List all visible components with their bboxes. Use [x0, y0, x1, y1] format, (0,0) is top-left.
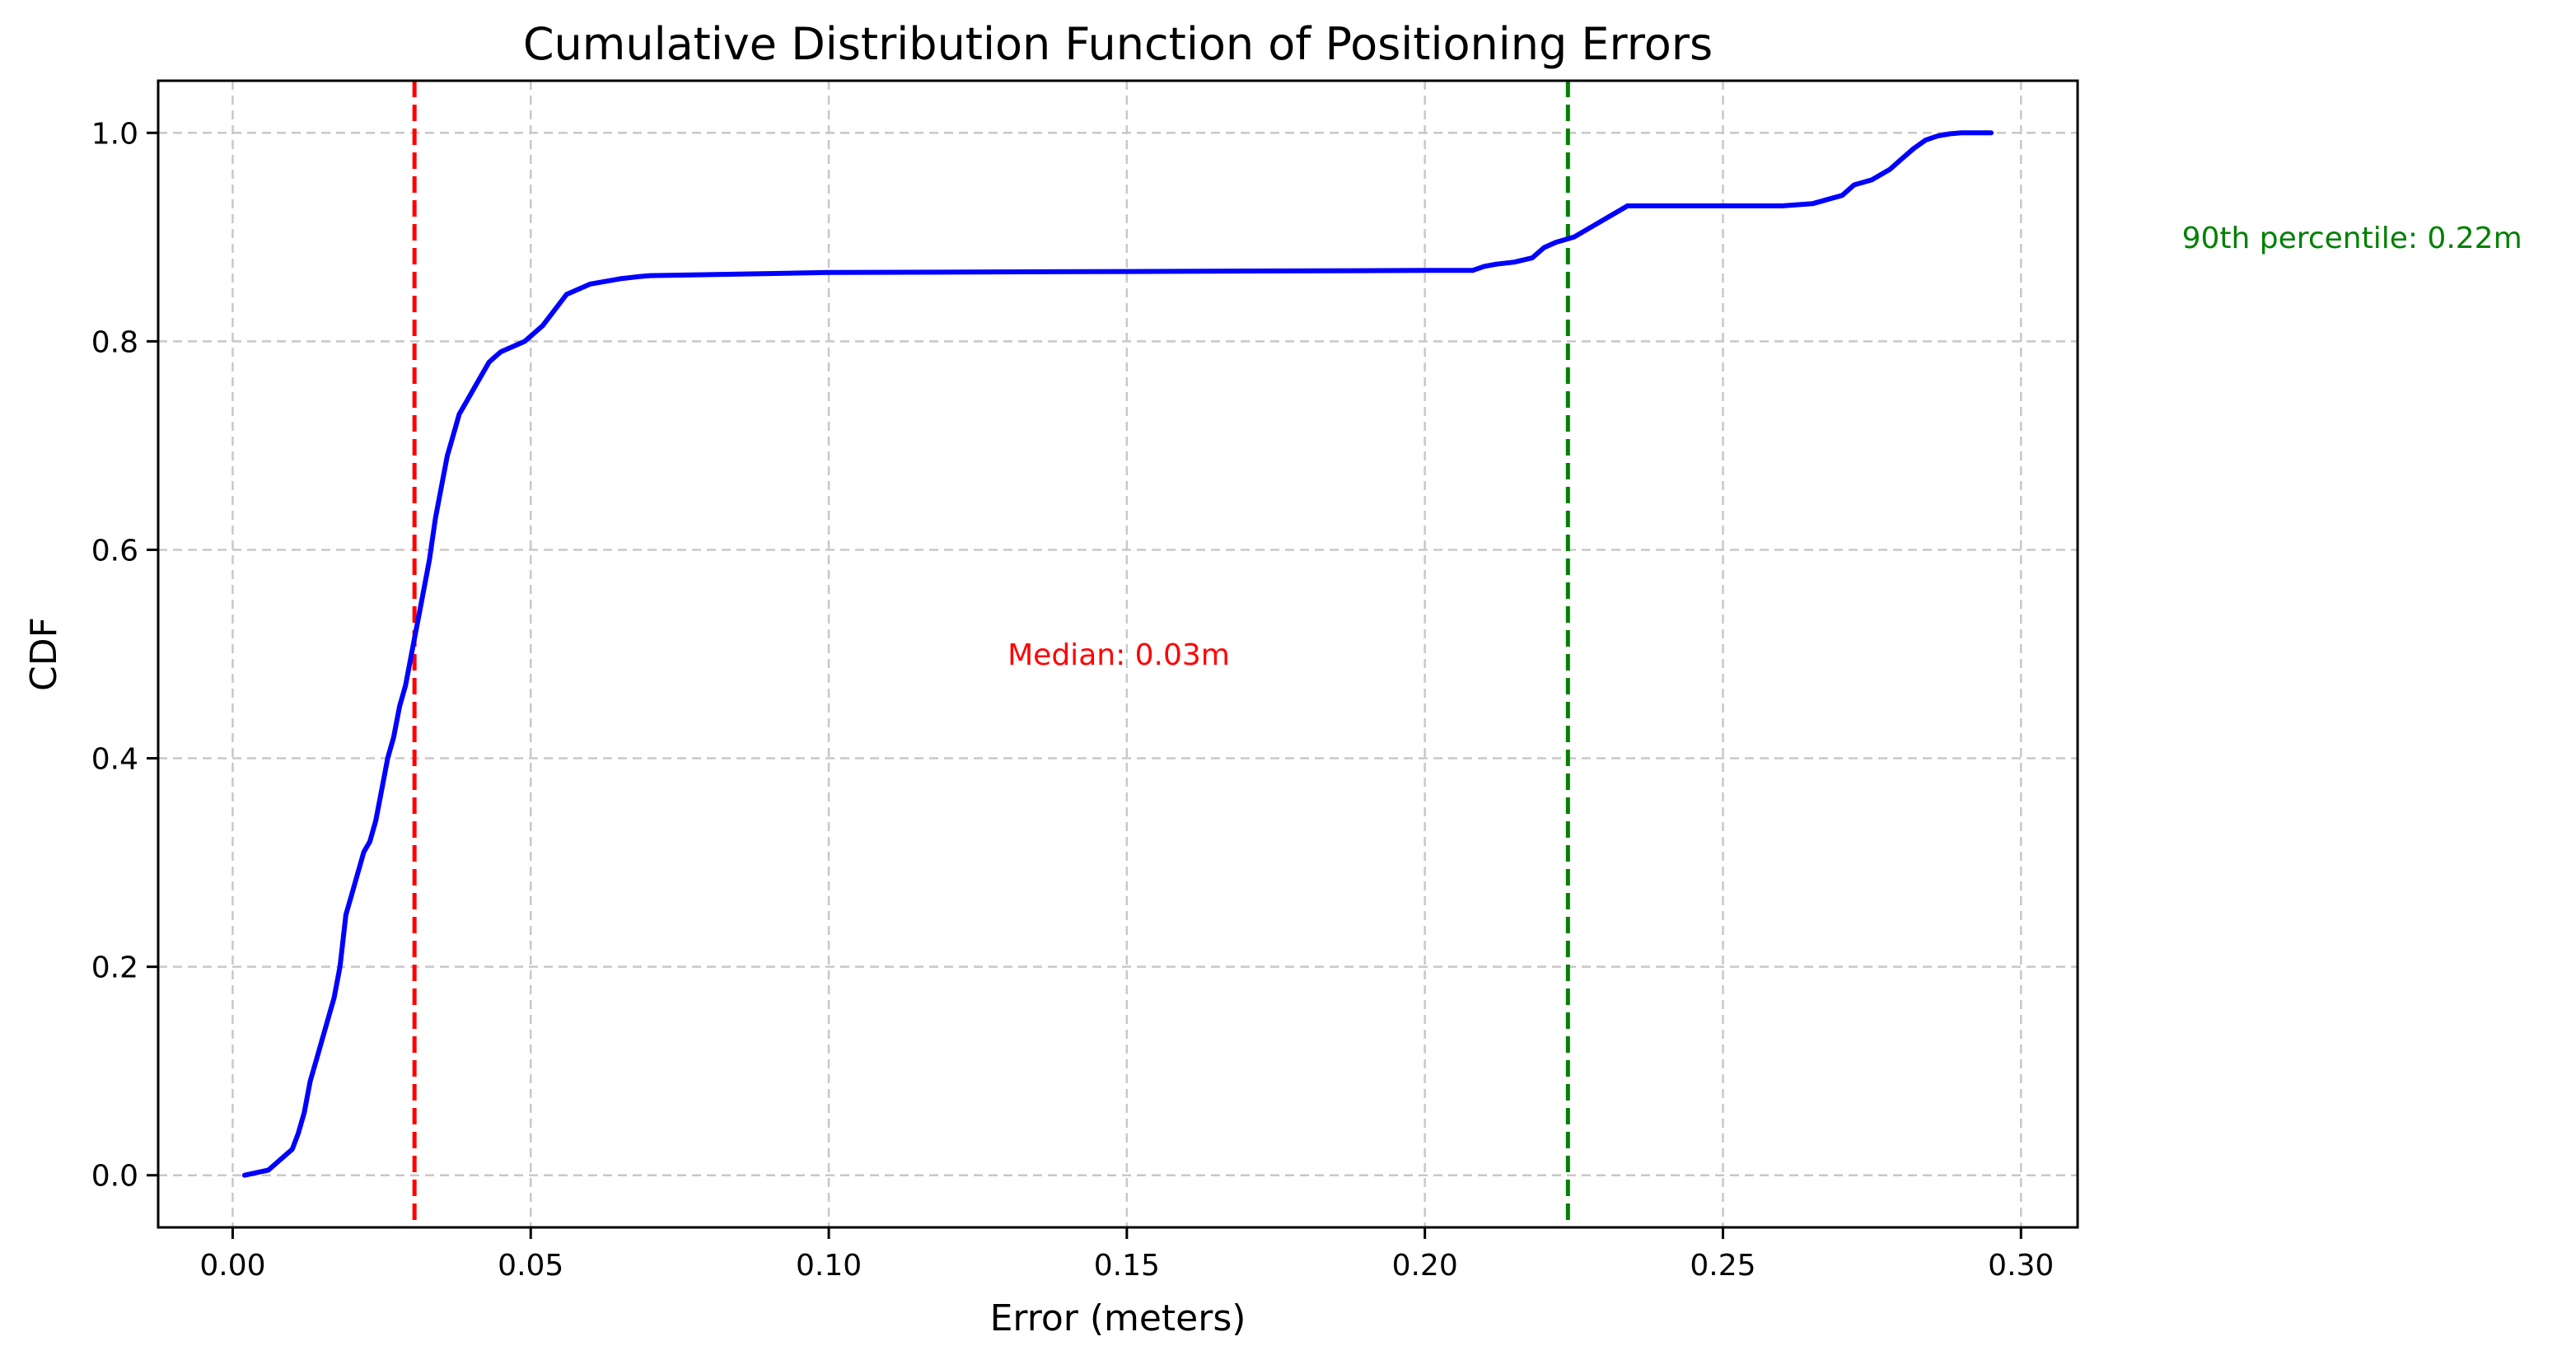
y-axis-ticks: 0.0 0.2 0.4 0.6 0.8 1.0	[91, 117, 158, 1194]
chart-title: Cumulative Distribution Function of Posi…	[523, 18, 1713, 70]
series-layer	[241, 130, 1994, 1178]
x-axis-ticks: 0.00 0.05 0.10 0.15 0.20 0.25 0.30	[199, 1227, 2054, 1283]
y-tick-label: 1.0	[91, 117, 138, 151]
y-tick-label: 0.8	[91, 325, 138, 359]
grid-lines	[158, 81, 2078, 1227]
annotation-label: 90th percentile: 0.22m	[2182, 222, 2522, 255]
x-tick-label: 0.15	[1094, 1249, 1160, 1283]
y-tick-label: 0.6	[91, 534, 138, 568]
y-axis-label: CDF	[23, 617, 65, 691]
cdf-line-series	[241, 130, 1994, 1178]
x-tick-label: 0.30	[1988, 1249, 2054, 1283]
annotations: Median: 0.03m 90th percentile: 0.22m	[1007, 222, 2522, 672]
plot-frame	[157, 79, 2079, 1229]
reference-lines	[412, 81, 1570, 1227]
x-tick-label: 0.25	[1690, 1249, 1756, 1283]
x-tick-label: 0.05	[498, 1249, 563, 1283]
x-tick-label: 0.00	[199, 1249, 265, 1283]
x-tick-label: 0.10	[796, 1249, 862, 1283]
y-tick-label: 0.0	[91, 1160, 138, 1194]
x-tick-label: 0.20	[1392, 1249, 1458, 1283]
y-tick-label: 0.4	[91, 743, 138, 777]
y-tick-label: 0.2	[91, 951, 138, 985]
annotation-label: Median: 0.03m	[1007, 638, 1230, 672]
x-axis-label: Error (meters)	[990, 1297, 1246, 1339]
